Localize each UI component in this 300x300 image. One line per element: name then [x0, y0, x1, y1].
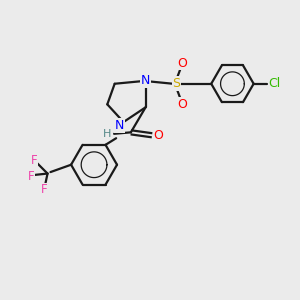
Text: N: N: [114, 119, 124, 132]
Text: S: S: [172, 77, 181, 90]
Text: F: F: [28, 170, 35, 183]
Text: F: F: [31, 154, 38, 167]
Text: F: F: [41, 183, 48, 196]
Text: O: O: [154, 129, 164, 142]
Text: O: O: [178, 57, 187, 70]
Text: H: H: [103, 129, 112, 139]
Text: N: N: [141, 74, 150, 87]
Text: Cl: Cl: [269, 77, 281, 90]
Text: O: O: [178, 98, 187, 111]
